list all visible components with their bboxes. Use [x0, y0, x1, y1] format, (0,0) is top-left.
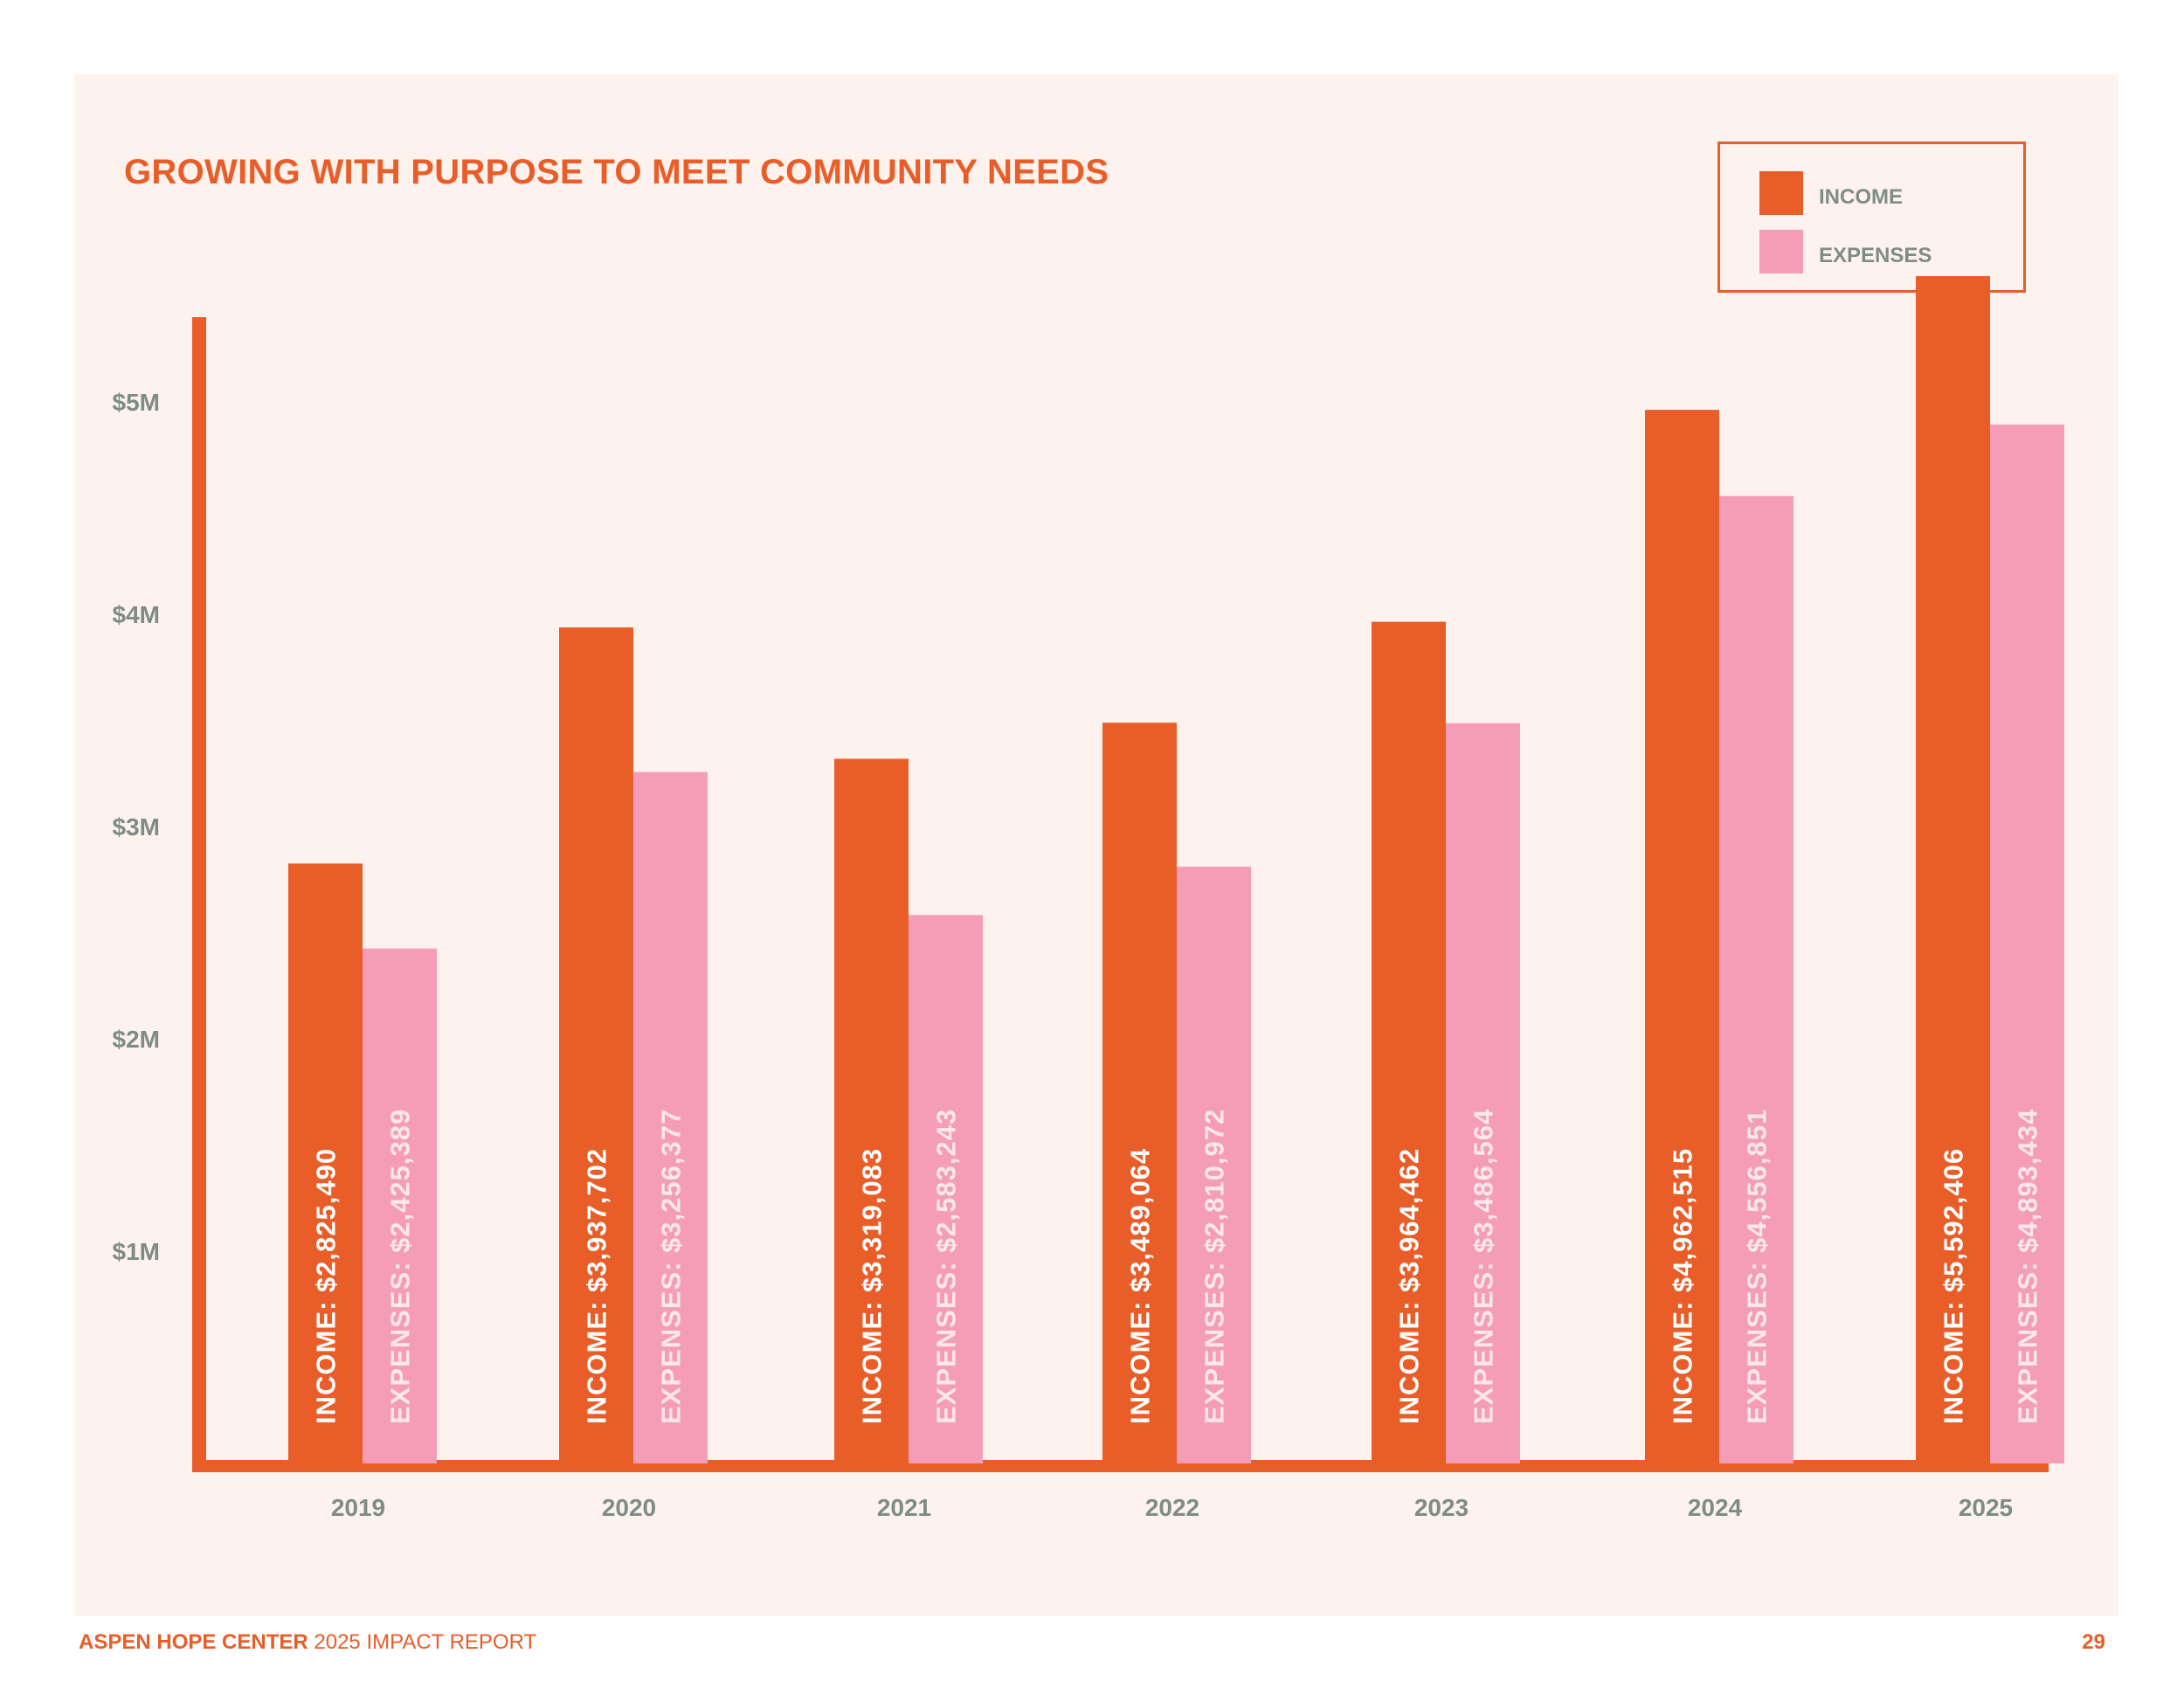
bar-expenses-2025: [1990, 424, 2064, 1464]
legend-label-expenses: EXPENSES: [1819, 244, 1932, 267]
bar-expenses-2021: [909, 915, 983, 1463]
data-label-income-2019: INCOME: $2,825,490: [311, 1148, 342, 1424]
y-tick-label: $4M: [113, 601, 160, 628]
x-tick-label-2025: 2025: [1959, 1494, 2013, 1521]
bar-expenses-2023: [1446, 723, 1520, 1463]
legend-swatch-income: [1759, 171, 1803, 215]
bar-income-2021: [834, 758, 909, 1463]
x-tick-label-2024: 2024: [1688, 1494, 1743, 1521]
x-tick-label-2021: 2021: [877, 1494, 931, 1521]
x-tick-label-2019: 2019: [331, 1494, 385, 1521]
data-label-expenses-2021: EXPENSES: $2,583,243: [931, 1109, 962, 1424]
page-number: 29: [2082, 1630, 2105, 1654]
data-label-income-2023: INCOME: $3,964,462: [1394, 1148, 1425, 1424]
chart-title: GROWING WITH PURPOSE TO MEET COMMUNITY N…: [124, 153, 1109, 191]
y-tick-label: $5M: [113, 389, 160, 416]
data-label-income-2025: INCOME: $5,592,406: [1939, 1148, 1969, 1424]
x-tick-label-2023: 2023: [1414, 1494, 1469, 1521]
bar-income-2022: [1102, 723, 1177, 1463]
bar-income-2023: [1372, 621, 1446, 1463]
bar-income-2024: [1645, 410, 1719, 1463]
chart-legend: INCOME EXPENSES: [1717, 142, 2026, 293]
bar-expenses-2019: [363, 948, 437, 1463]
data-label-income-2021: INCOME: $3,319,083: [857, 1148, 888, 1424]
footer-report-title: ASPEN HOPE CENTER 2025 IMPACT REPORT: [79, 1630, 536, 1655]
data-label-income-2024: INCOME: $4,962,515: [1668, 1148, 1698, 1424]
data-label-expenses-2019: EXPENSES: $2,425,389: [385, 1109, 416, 1424]
legend-label-income: INCOME: [1819, 185, 1903, 209]
bar-income-2019: [288, 863, 363, 1463]
x-tick-label-2022: 2022: [1145, 1494, 1199, 1521]
x-tick-label-2020: 2020: [602, 1494, 656, 1521]
y-axis-line: [192, 317, 206, 1472]
y-tick-label: $2M: [113, 1026, 160, 1053]
bar-expenses-2024: [1719, 495, 1794, 1463]
data-label-expenses-2023: EXPENSES: $3,486,564: [1469, 1109, 1499, 1424]
data-label-income-2020: INCOME: $3,937,702: [582, 1148, 612, 1424]
bar-expenses-2020: [633, 771, 708, 1463]
data-label-expenses-2020: EXPENSES: $3,256,377: [656, 1109, 687, 1424]
footer-org: ASPEN HOPE CENTER: [79, 1630, 308, 1654]
data-label-expenses-2022: EXPENSES: $2,810,972: [1199, 1109, 1230, 1424]
legend-swatch-expenses: [1759, 230, 1803, 273]
footer-report: 2025 IMPACT REPORT: [308, 1630, 537, 1654]
y-tick-label: $3M: [113, 813, 160, 841]
data-label-income-2022: INCOME: $3,489,064: [1125, 1148, 1156, 1424]
bar-income-2025: [1916, 276, 1990, 1463]
data-label-expenses-2024: EXPENSES: $4,556,851: [1742, 1109, 1773, 1424]
y-tick-label: $1M: [113, 1238, 160, 1265]
bar-income-2020: [559, 627, 633, 1463]
data-label-expenses-2025: EXPENSES: $4,893,434: [2013, 1109, 2043, 1424]
bar-expenses-2022: [1177, 866, 1251, 1463]
